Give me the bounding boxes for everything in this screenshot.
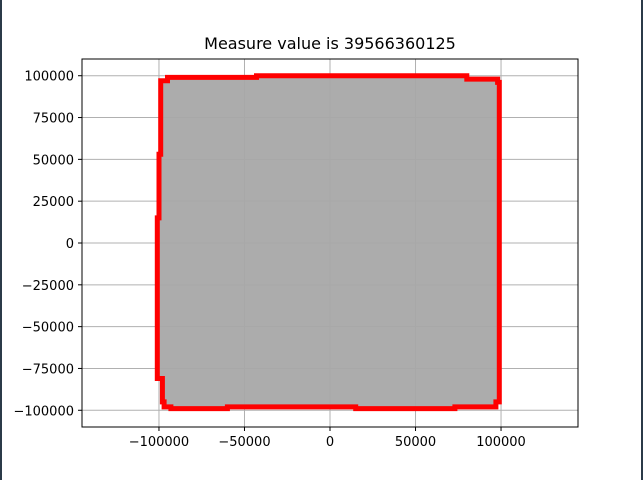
y-axis-ticks: −100000 −75000 −50000 −25000 0 25000 50000 7500…: [13, 70, 82, 419]
x-axis-ticks: −100000 −50000 0 50000 100000: [129, 427, 526, 450]
y-tick-label: 100000: [24, 70, 74, 85]
x-tick-label: 50000: [395, 435, 436, 450]
y-tick-label: −75000: [22, 362, 74, 377]
x-tick-label: −50000: [218, 435, 270, 450]
y-tick-label: −50000: [22, 321, 74, 336]
filled-region: [157, 75, 500, 409]
y-tick-label: 75000: [33, 112, 74, 127]
chart-title: Measure value is 39566360125: [204, 34, 456, 53]
y-tick-label: 50000: [33, 153, 74, 168]
y-tick-label: −25000: [22, 279, 74, 294]
x-tick-label: 100000: [476, 435, 526, 450]
x-tick-label: −100000: [129, 435, 190, 450]
x-tick-label: 0: [326, 435, 334, 450]
window-edge-left: [0, 0, 2, 480]
y-tick-label: 0: [66, 237, 74, 252]
y-tick-label: 25000: [33, 195, 74, 210]
region-outline: [154, 73, 502, 412]
y-tick-label: −100000: [13, 404, 74, 419]
window-edge-right: [641, 0, 643, 480]
